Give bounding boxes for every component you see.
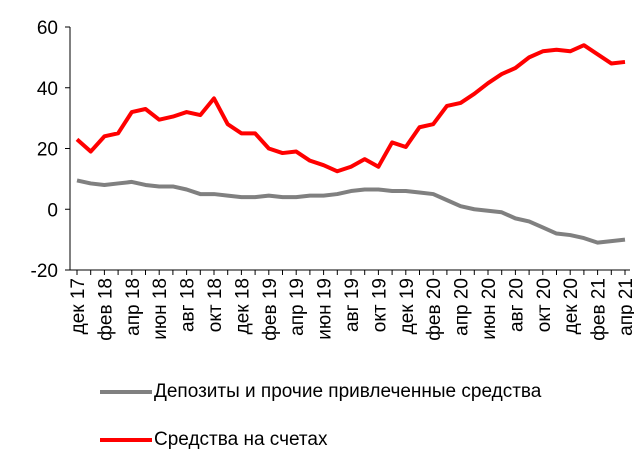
x-tick-label: дек 17 bbox=[68, 278, 89, 334]
x-tick-label: дек 20 bbox=[561, 278, 582, 334]
y-tick-label: 60 bbox=[37, 18, 58, 39]
y-tick-label: 40 bbox=[37, 79, 58, 100]
x-tick-label: фев 20 bbox=[424, 278, 445, 341]
series-line bbox=[75, 43, 626, 174]
x-tick-label: окт 18 bbox=[205, 278, 226, 332]
y-tick-label: 0 bbox=[47, 200, 58, 221]
x-tick-label: дек 18 bbox=[232, 278, 253, 334]
x-tick-label: авг 18 bbox=[178, 278, 199, 332]
x-tick-label: июн 20 bbox=[479, 278, 500, 340]
x-tick-label: апр 21 bbox=[616, 278, 634, 336]
x-tick-label: фев 19 bbox=[260, 278, 281, 341]
x-tick-label: окт 19 bbox=[369, 278, 390, 332]
y-tick-label: 20 bbox=[37, 140, 58, 161]
x-tick-label: дек 19 bbox=[397, 278, 418, 334]
x-tick-label: июн 18 bbox=[150, 278, 171, 340]
x-tick-label: июн 19 bbox=[315, 278, 336, 340]
x-tick-label: фев 21 bbox=[589, 278, 610, 341]
x-tick-label: авг 20 bbox=[506, 278, 527, 332]
series-line bbox=[76, 178, 626, 245]
x-tick-label: авг 19 bbox=[342, 278, 363, 332]
x-tick-label: апр 20 bbox=[452, 278, 473, 336]
x-tick-label: окт 20 bbox=[534, 278, 555, 332]
x-tick-label: апр 18 bbox=[123, 278, 144, 336]
legend-label: Депозиты и прочие привлеченные средства bbox=[154, 381, 542, 402]
x-tick-label: фев 18 bbox=[95, 278, 116, 341]
legend-label: Средства на счетах bbox=[154, 429, 328, 450]
x-tick-label: апр 19 bbox=[287, 278, 308, 336]
y-tick-label: -20 bbox=[31, 261, 58, 282]
